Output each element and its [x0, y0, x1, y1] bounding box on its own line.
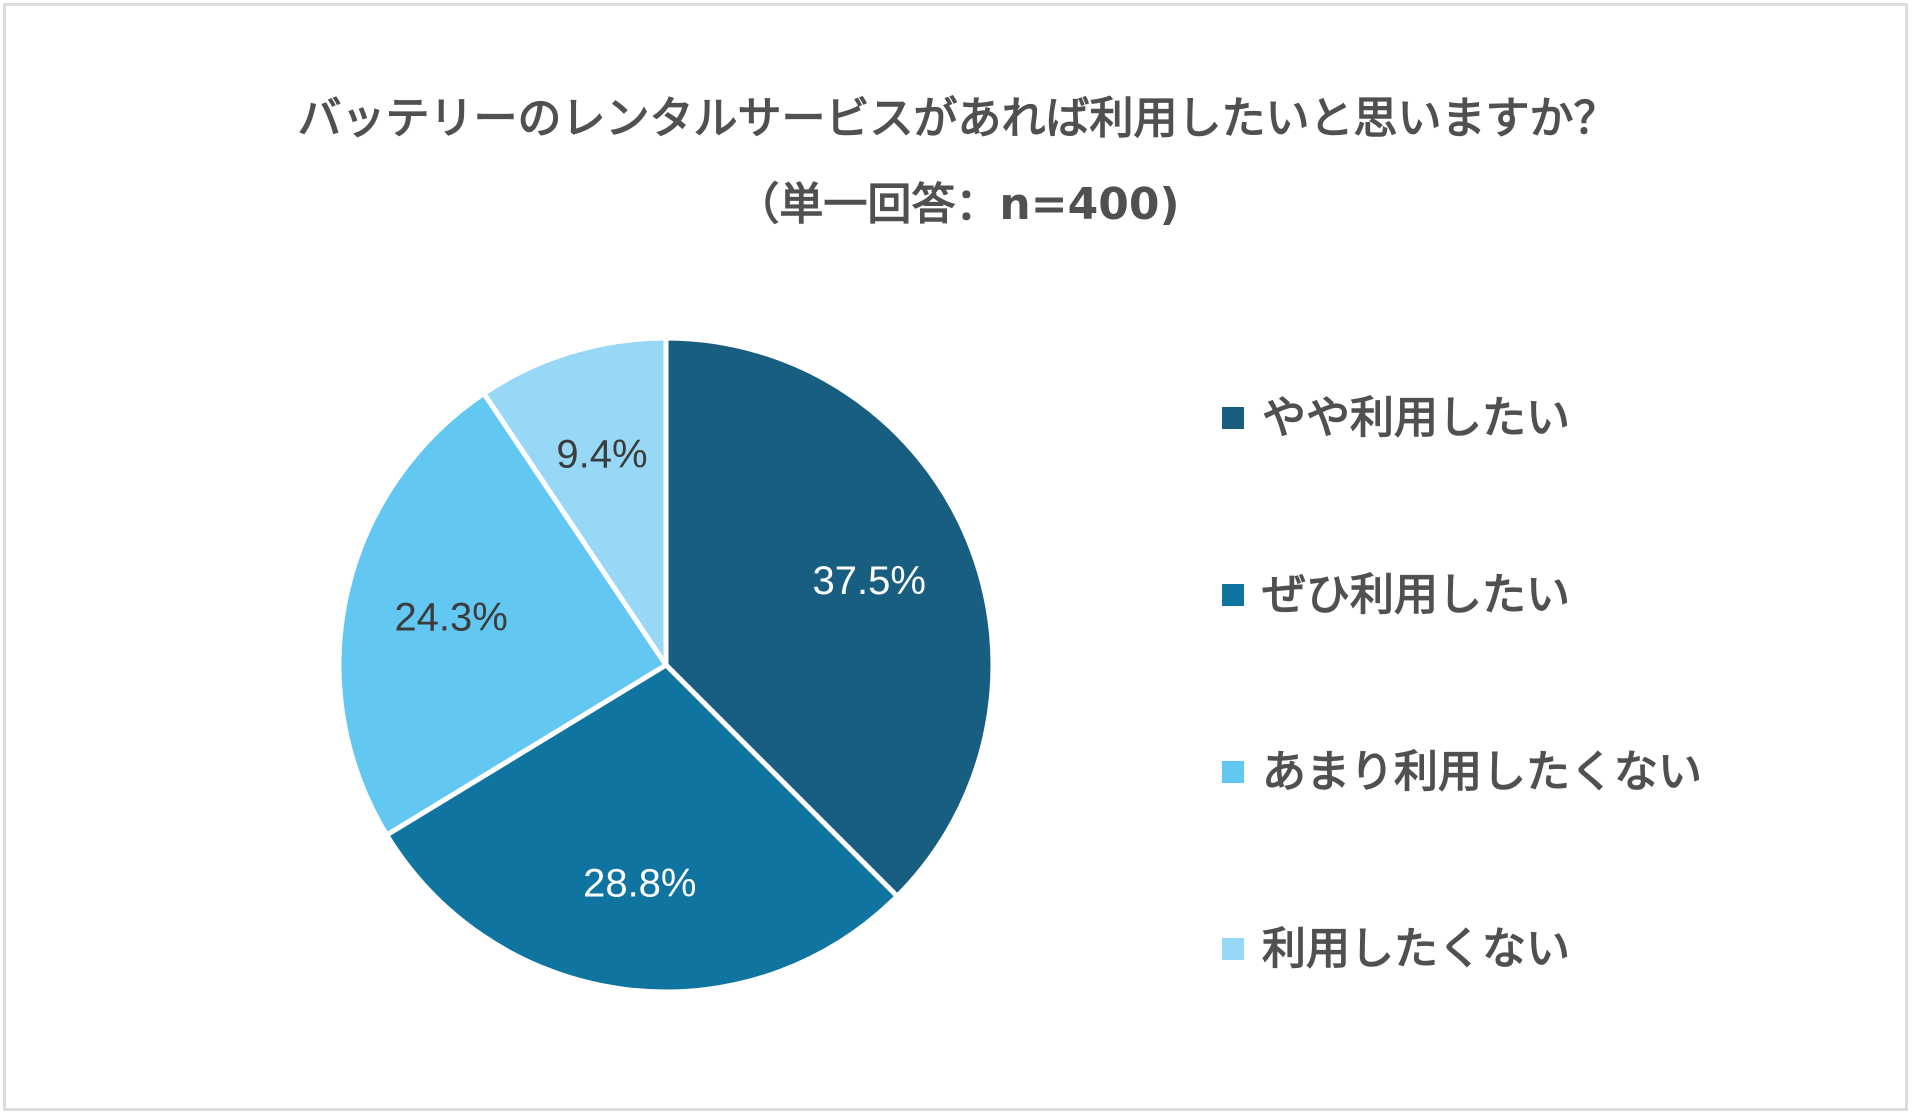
pie-slice-label-4: 9.4% [556, 433, 647, 477]
chart-subtitle: （単一回答：n=400) [735, 179, 1180, 230]
legend-label-3: あまり利用したくない [1262, 747, 1702, 798]
legend-swatch-1 [1222, 407, 1244, 429]
legend-label-1: やや利用したい [1262, 393, 1570, 444]
legend-label-4: 利用したくない [1262, 924, 1570, 975]
pie-slice-2 [384, 662, 900, 995]
pie-slices [336, 335, 996, 995]
legend-swatch-4 [1222, 938, 1244, 960]
pie-slice-label-3: 24.3% [394, 596, 507, 640]
pie-slice-4 [481, 335, 669, 668]
pie-slice-label-2: 28.8% [583, 861, 696, 905]
chart-title: バッテリーのレンタルサービスがあれば利用したいと思いますか？ [297, 93, 1618, 144]
legend-swatch-3 [1222, 761, 1244, 783]
pie-slice-1 [663, 335, 996, 899]
pie-slice-label-1: 37.5% [813, 559, 926, 603]
legend-label-2: ぜひ利用したい [1262, 570, 1570, 621]
pie-slice-3 [336, 390, 669, 838]
pie-labels: 37.5% 28.8% 24.3% 9.4% [394, 433, 926, 906]
legend-swatch-2 [1222, 584, 1244, 606]
